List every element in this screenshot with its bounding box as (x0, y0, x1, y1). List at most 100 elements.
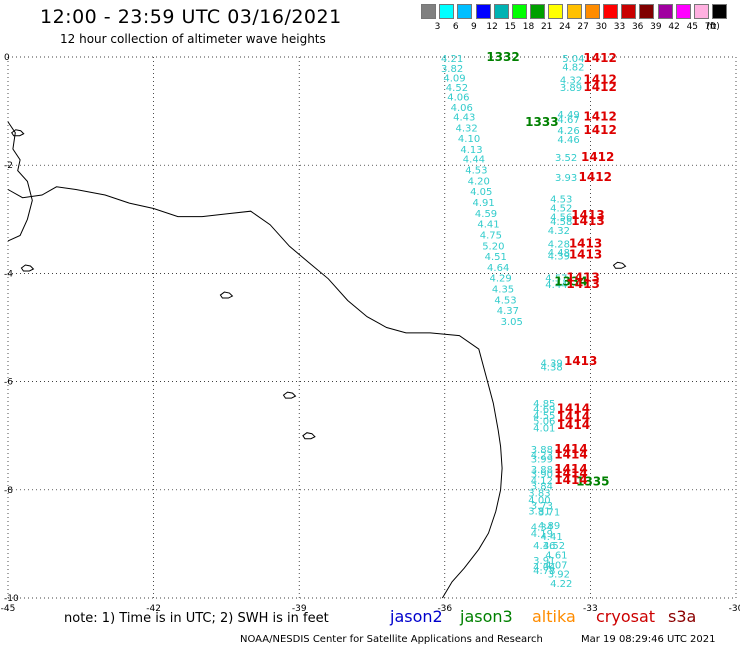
jason3-time-label: 1333 (525, 115, 558, 129)
swh-value: 4.38 (540, 362, 562, 373)
swh-value: 3.71 (538, 507, 560, 518)
swh-value: 4.85 (533, 399, 555, 410)
swh-value: 4.41 (477, 220, 499, 231)
swh-value: 4.49 (557, 110, 579, 121)
legend-label: 30 (595, 22, 608, 32)
island-outline (612, 261, 627, 269)
swh-value: 5.20 (482, 241, 504, 252)
swh-value: 4.44 (545, 280, 567, 291)
swh-value: 3.73 (531, 501, 553, 512)
swh-value: 4.53 (550, 195, 572, 206)
cryosat-time-label: 1414 (554, 448, 587, 462)
map-subtitle: 12 hour collection of altimeter wave hei… (60, 32, 326, 46)
swh-value: 4.58 (550, 217, 572, 228)
latitude-tick-label: -8 (4, 486, 13, 496)
swh-value: 3.83 (528, 489, 550, 500)
swh-value: 3.52 (555, 153, 577, 164)
swh-value: 4.82 (562, 63, 584, 74)
legend-swatch (712, 4, 728, 19)
swh-value: 4.20 (468, 176, 490, 187)
island-outline (11, 129, 25, 137)
swh-value: 4.64 (487, 263, 509, 274)
swh-value: 4.48 (548, 248, 570, 259)
jason3-time-label: 1332 (486, 50, 519, 64)
legend-label: 21 (540, 22, 553, 32)
legend-unit: (ft) (706, 22, 720, 32)
legend-swatch (603, 4, 618, 19)
satellite-cryosat: cryosat (596, 607, 656, 626)
cryosat-time-label: 1414 (557, 410, 590, 424)
swh-value: 4.53 (494, 295, 516, 306)
swh-value: 3.88 (531, 465, 553, 476)
swh-value: 4.39 (540, 359, 562, 370)
latitude-tick-label: -2 (4, 161, 13, 171)
swh-value: 3.92 (548, 570, 570, 581)
cryosat-time-label: 1413 (566, 271, 599, 285)
swh-value: 4.01 (533, 424, 555, 435)
units-note: note: 1) Time is in UTC; 2) SWH is in fe… (64, 611, 329, 626)
legend-swatch (675, 4, 691, 19)
swh-value: 3.82 (441, 64, 463, 75)
swh-value: 3.05 (501, 317, 523, 328)
legend-swatch (493, 4, 509, 19)
legend-swatch (621, 4, 637, 19)
legend-swatch (657, 4, 673, 19)
swh-value: 4.12 (531, 476, 553, 487)
cryosat-time-label: 1412 (583, 73, 616, 87)
swh-value: 3.99 (531, 454, 553, 465)
swh-value: 3.89 (560, 83, 582, 94)
swh-value: 4.39 (548, 252, 570, 263)
swh-value: 4.55 (533, 411, 555, 422)
swh-value: 4.56 (550, 213, 572, 224)
legend-label: 45 (686, 22, 699, 32)
island-outline (302, 432, 316, 440)
swh-value: 4.32 (560, 76, 582, 87)
swh-value: 3.90 (531, 470, 553, 481)
legend-label: 33 (613, 22, 626, 32)
legend-swatch (530, 4, 546, 19)
swh-value: 5.04 (562, 54, 584, 65)
legend-swatch (566, 4, 582, 19)
wave-height-labels: 4.213.824.094.524.064.064.434.324.104.13… (441, 50, 617, 590)
legend-swatch (439, 4, 455, 19)
legend-swatch (639, 4, 655, 19)
cryosat-time-label: 1414 (557, 402, 590, 416)
jason3-time-label: 1335 (576, 475, 609, 489)
legend-label: 9 (471, 22, 477, 32)
maranhao-coastline (7, 121, 33, 242)
axis-tick-labels: -45 -42 -39 -36 -33 -30 0 -2 -4 -6 -8 -10 (1, 53, 740, 614)
swh-value: 4.22 (550, 579, 572, 590)
swh-value: 4.35 (492, 285, 514, 296)
swh-value: 4.32 (548, 226, 570, 237)
latitude-tick-label: -10 (4, 594, 19, 604)
coastline-layer (7, 121, 627, 599)
swh-value: 4.52 (550, 203, 572, 214)
swh-value: 4.91 (472, 198, 494, 209)
legend-label: 18 (522, 22, 535, 32)
longitude-tick-label: -30 (729, 604, 740, 614)
cryosat-time-label: 1412 (583, 51, 616, 65)
legend-swatch (548, 4, 564, 19)
swh-value: 4.78 (533, 566, 555, 577)
swh-value: 3.93 (555, 173, 577, 184)
swh-value: 4.52 (543, 541, 565, 552)
swh-value: 4.69 (533, 405, 555, 416)
swh-value: 4.59 (475, 209, 497, 220)
cryosat-time-label: 1414 (554, 462, 587, 476)
cryosat-time-label: 1412 (581, 150, 614, 164)
latitude-tick-label: 0 (4, 53, 10, 63)
cryosat-time-label: 1412 (583, 110, 616, 124)
swh-value: 3.84 (531, 481, 553, 492)
cryosat-time-label: 1413 (569, 237, 602, 251)
cryosat-time-label: 1414 (554, 473, 587, 487)
legend-label: 24 (559, 22, 571, 32)
swh-value: 4.41 (540, 532, 562, 543)
longitude-tick-label: -45 (1, 604, 16, 614)
swh-value: 4.23 (531, 451, 553, 462)
legend-label: 3 (434, 22, 441, 32)
swh-value: 4.89 (538, 521, 560, 532)
longitude-tick-label: -36 (437, 604, 452, 614)
cryosat-time-label: 1414 (554, 467, 587, 481)
island-outline (282, 391, 297, 399)
